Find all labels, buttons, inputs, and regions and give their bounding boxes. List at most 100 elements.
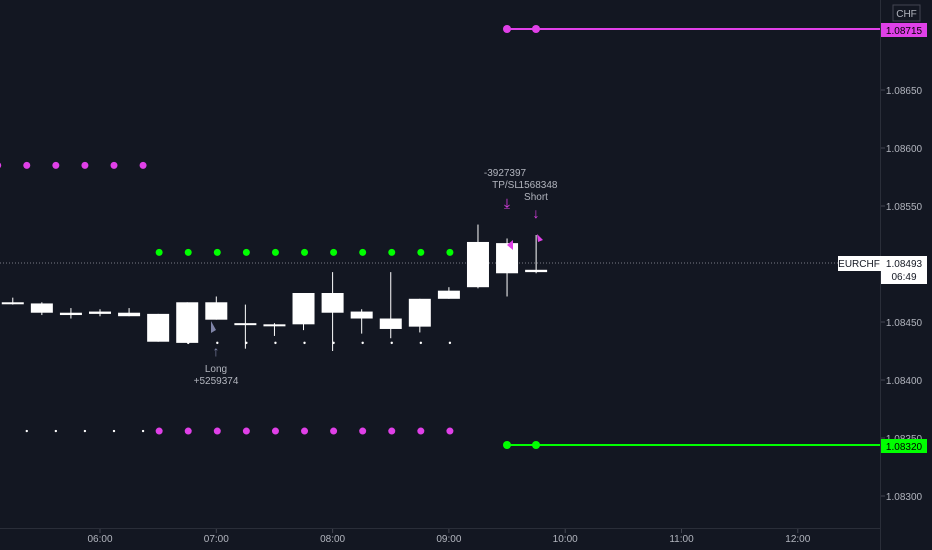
tp-sl-label: TP/SL bbox=[492, 180, 520, 191]
lower-magenta-dot bbox=[359, 427, 367, 435]
short-trade-marker[interactable]: 1568348 Short ↓ bbox=[519, 180, 558, 242]
candle-body bbox=[496, 243, 519, 274]
candle-body bbox=[1, 302, 24, 305]
countdown-text: 06:49 bbox=[891, 272, 916, 283]
upper-green-dot bbox=[388, 248, 396, 256]
upper-green-dot bbox=[301, 248, 309, 256]
short-amount: 1568348 bbox=[519, 180, 558, 191]
currency-label: CHF bbox=[896, 9, 917, 20]
upper-green-dot bbox=[155, 248, 163, 256]
candle-body bbox=[234, 323, 257, 326]
lower-left-dot bbox=[141, 429, 145, 433]
price-tick-label: 1.08400 bbox=[886, 376, 923, 387]
tp-sl-exit-flag-icon bbox=[507, 240, 513, 250]
upper-green-dot bbox=[271, 248, 279, 256]
tp-sl-amount: -3927397 bbox=[484, 168, 527, 179]
upper-green-dot bbox=[446, 248, 454, 256]
symbol-tag-text: EURCHF bbox=[838, 259, 880, 270]
short-label: Short bbox=[524, 192, 548, 203]
candle-body bbox=[437, 290, 460, 299]
time-tick-label: 12:00 bbox=[785, 534, 810, 545]
candle-body bbox=[147, 313, 170, 342]
candle-body bbox=[59, 312, 82, 316]
lower-white-dot bbox=[361, 341, 364, 345]
time-tick-label: 08:00 bbox=[320, 534, 345, 545]
long-trade-marker[interactable]: ↑ Long +5259374 bbox=[194, 321, 239, 387]
lower-white-dot bbox=[303, 341, 306, 345]
sl-start-dot bbox=[503, 441, 511, 449]
lower-magenta-dot bbox=[271, 427, 279, 435]
lower-magenta-dot bbox=[388, 427, 396, 435]
time-tick-label: 10:00 bbox=[553, 534, 578, 545]
candle-body bbox=[205, 302, 228, 320]
lower-magenta-dot bbox=[242, 427, 250, 435]
lower-magenta-dot bbox=[330, 427, 338, 435]
candle-body bbox=[466, 241, 489, 288]
upper-green-dot bbox=[184, 248, 192, 256]
lower-white-dot bbox=[216, 341, 219, 345]
time-tick-label: 07:00 bbox=[204, 534, 229, 545]
lower-magenta-dot bbox=[446, 427, 454, 435]
price-tick-label: 1.08650 bbox=[886, 86, 923, 97]
candle-body bbox=[118, 312, 141, 317]
candle-body bbox=[89, 311, 111, 314]
candle-body bbox=[176, 302, 199, 343]
upper-magenta-dot bbox=[139, 161, 147, 169]
symbol-tag[interactable] bbox=[838, 256, 881, 271]
price-tick-label: 1.08300 bbox=[886, 492, 923, 503]
candle-body bbox=[408, 298, 431, 327]
currency-box bbox=[892, 4, 921, 22]
lower-magenta-dot bbox=[213, 427, 221, 435]
lower-white-dot bbox=[390, 341, 393, 345]
upper-magenta-dot bbox=[81, 161, 89, 169]
lower-price-tag-text: 1.08320 bbox=[886, 442, 923, 453]
upper-green-dot bbox=[213, 248, 221, 256]
candle-body bbox=[525, 269, 548, 273]
tp-sl-arrow-icon: ⤓ bbox=[504, 195, 510, 211]
upper-green-dot bbox=[359, 248, 367, 256]
long-amount: +5259374 bbox=[194, 376, 239, 387]
tp-entry-dot bbox=[532, 25, 540, 33]
tp-sl-trade-marker[interactable]: -3927397 TP/SL ⤓ bbox=[484, 168, 527, 250]
lower-price-tag[interactable] bbox=[881, 439, 927, 453]
price-tick-label: 1.08450 bbox=[886, 318, 923, 329]
time-tick-label: 09:00 bbox=[436, 534, 461, 545]
short-entry-flag-icon bbox=[537, 234, 543, 242]
time-tick-label: 11:00 bbox=[669, 534, 694, 545]
long-arrow-icon: ↑ bbox=[213, 343, 220, 359]
lower-magenta-dot bbox=[155, 427, 163, 435]
upper-green-dot bbox=[330, 248, 338, 256]
time-tick-label: 06:00 bbox=[87, 534, 112, 545]
upper-green-dot bbox=[242, 248, 250, 256]
candle-body bbox=[350, 311, 373, 319]
sl-entry-dot bbox=[532, 441, 540, 449]
lower-left-dot bbox=[83, 429, 87, 433]
lower-magenta-dot bbox=[301, 427, 309, 435]
candle-body bbox=[379, 318, 402, 329]
lower-magenta-dot bbox=[417, 427, 425, 435]
price-tick-label: 1.08550 bbox=[886, 202, 923, 213]
lower-white-dot bbox=[274, 341, 277, 345]
candle-body bbox=[30, 303, 53, 313]
lower-magenta-dot bbox=[184, 427, 192, 435]
candle-body bbox=[263, 324, 286, 327]
candles bbox=[1, 224, 548, 351]
upper-magenta-dot bbox=[0, 162, 2, 169]
upper-price-tag[interactable] bbox=[881, 23, 927, 37]
lower-white-dot bbox=[448, 341, 452, 345]
last-price-tag[interactable] bbox=[881, 256, 927, 284]
lower-left-dot bbox=[54, 429, 58, 433]
upper-green-dot bbox=[417, 248, 425, 256]
upper-magenta-dot bbox=[23, 161, 31, 169]
indicator-dots bbox=[0, 161, 454, 435]
long-entry-flag-icon bbox=[211, 321, 216, 333]
short-arrow-icon: ↓ bbox=[533, 205, 540, 221]
price-tick-label: 1.08600 bbox=[886, 144, 923, 155]
upper-price-tag-text: 1.08715 bbox=[886, 26, 923, 37]
time-axis[interactable]: 06:00 07:00 08:00 09:00 10:00 11:00 12:00 bbox=[87, 529, 811, 545]
tp-start-dot bbox=[503, 25, 511, 33]
lower-white-dot bbox=[419, 341, 423, 345]
upper-magenta-dot bbox=[110, 161, 118, 169]
